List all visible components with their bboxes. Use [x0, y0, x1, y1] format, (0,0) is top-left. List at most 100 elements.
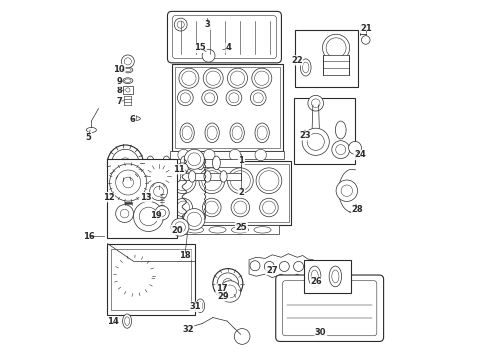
Text: 27: 27 [266, 266, 278, 275]
Ellipse shape [232, 126, 242, 140]
Circle shape [134, 202, 164, 231]
Bar [123, 86, 133, 94]
Circle shape [336, 145, 346, 155]
Circle shape [302, 128, 329, 156]
Ellipse shape [180, 123, 194, 143]
Ellipse shape [132, 117, 140, 120]
Circle shape [122, 55, 134, 68]
Circle shape [173, 171, 193, 191]
Ellipse shape [196, 156, 204, 170]
Circle shape [223, 279, 233, 289]
Circle shape [184, 149, 204, 169]
Ellipse shape [123, 67, 133, 73]
Text: 16: 16 [83, 232, 95, 241]
FancyBboxPatch shape [283, 281, 377, 336]
Circle shape [217, 273, 239, 294]
Ellipse shape [147, 156, 154, 170]
Circle shape [332, 141, 350, 158]
Circle shape [178, 149, 189, 161]
Circle shape [229, 149, 241, 161]
Circle shape [157, 276, 175, 294]
Circle shape [128, 269, 141, 282]
Ellipse shape [231, 226, 248, 233]
Circle shape [202, 171, 222, 191]
FancyBboxPatch shape [276, 275, 384, 342]
Circle shape [121, 158, 130, 168]
Circle shape [177, 21, 184, 28]
Circle shape [177, 201, 190, 214]
Circle shape [205, 93, 215, 103]
Ellipse shape [124, 317, 130, 325]
FancyBboxPatch shape [172, 16, 276, 59]
Bar [181, 225, 279, 234]
Bar [168, 161, 292, 225]
Bar [171, 164, 289, 222]
Ellipse shape [198, 302, 203, 310]
Ellipse shape [124, 68, 131, 72]
Ellipse shape [209, 226, 226, 233]
Circle shape [112, 149, 139, 176]
Ellipse shape [182, 126, 192, 140]
Ellipse shape [124, 79, 131, 82]
Bar [107, 159, 177, 238]
Ellipse shape [220, 171, 227, 182]
Ellipse shape [204, 171, 211, 182]
Bar [170, 151, 284, 159]
Text: 18: 18 [179, 251, 191, 260]
Circle shape [174, 18, 187, 31]
Circle shape [177, 163, 188, 174]
Circle shape [250, 261, 260, 271]
Ellipse shape [173, 171, 181, 182]
Circle shape [206, 71, 220, 85]
Ellipse shape [163, 156, 171, 170]
Text: 1: 1 [239, 156, 245, 165]
Circle shape [171, 218, 189, 236]
Bar [304, 260, 351, 293]
Circle shape [305, 261, 315, 271]
Text: 24: 24 [354, 150, 366, 159]
Circle shape [202, 90, 218, 106]
Ellipse shape [300, 59, 311, 76]
Text: 4: 4 [226, 43, 232, 52]
Ellipse shape [122, 314, 132, 328]
Circle shape [294, 261, 304, 271]
Text: 28: 28 [352, 205, 364, 214]
Circle shape [255, 71, 269, 85]
Circle shape [263, 201, 275, 214]
Ellipse shape [230, 123, 245, 143]
Text: 14: 14 [107, 316, 119, 325]
Circle shape [116, 170, 141, 195]
Circle shape [205, 201, 218, 214]
Bar [172, 64, 283, 152]
Circle shape [252, 68, 272, 88]
Circle shape [179, 68, 199, 88]
Ellipse shape [196, 299, 205, 312]
Circle shape [107, 145, 143, 181]
Text: 20: 20 [172, 225, 183, 234]
Text: 6: 6 [129, 115, 135, 124]
Circle shape [174, 198, 193, 217]
Ellipse shape [205, 123, 220, 143]
Circle shape [149, 183, 168, 201]
Ellipse shape [180, 156, 188, 170]
Ellipse shape [189, 171, 196, 182]
Circle shape [199, 168, 224, 194]
Circle shape [182, 71, 196, 85]
Text: 15: 15 [195, 43, 206, 52]
Circle shape [188, 153, 201, 166]
Text: 30: 30 [315, 328, 326, 337]
Circle shape [156, 174, 161, 179]
Text: 32: 32 [182, 325, 194, 334]
Circle shape [147, 165, 170, 188]
Text: 10: 10 [114, 65, 125, 74]
Ellipse shape [308, 266, 321, 287]
Circle shape [312, 99, 320, 108]
Circle shape [171, 168, 196, 194]
Circle shape [184, 208, 205, 230]
Circle shape [187, 212, 201, 226]
Text: 12: 12 [103, 193, 115, 202]
Text: 5: 5 [86, 132, 92, 141]
Text: 9: 9 [117, 77, 122, 86]
Circle shape [326, 38, 346, 58]
Circle shape [213, 269, 243, 298]
